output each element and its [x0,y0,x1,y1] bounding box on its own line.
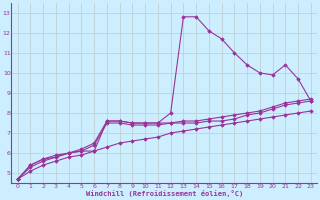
X-axis label: Windchill (Refroidissement éolien,°C): Windchill (Refroidissement éolien,°C) [86,190,243,197]
